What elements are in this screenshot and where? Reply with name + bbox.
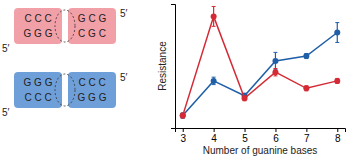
series-line <box>183 16 338 115</box>
base-sequence: G G G <box>78 92 107 103</box>
error-bar <box>212 77 216 84</box>
tick-mark <box>214 128 215 132</box>
axis-line <box>171 5 176 129</box>
base-sequence: G C G <box>78 13 107 24</box>
tick-label: 8 <box>335 133 341 144</box>
error-bar <box>181 113 185 118</box>
end-label: 5′ <box>120 8 128 19</box>
base-sequence: C C C <box>24 92 51 103</box>
duplex: C C C G C G G G G C G C 5′ 5′ <box>2 8 128 54</box>
end-label: 5′ <box>2 107 10 118</box>
x-axis-title: Number of guanine bases <box>203 145 318 156</box>
tick: 4 <box>211 128 217 144</box>
junction-marker <box>55 74 75 106</box>
error-bar <box>181 113 185 118</box>
junction-marker <box>55 10 75 42</box>
tick: 3 <box>180 128 186 144</box>
tick-mark <box>275 128 276 132</box>
data-point <box>180 113 186 119</box>
data-point <box>180 113 186 119</box>
error-bar-cap <box>212 26 216 27</box>
tick-mark <box>337 128 338 132</box>
duplex: G G G C C C C C C G G G 5′ 5′ <box>2 72 128 118</box>
tick: 5 <box>242 128 248 144</box>
error-bar <box>212 6 216 26</box>
axis-line <box>176 129 346 133</box>
base-sequence: C C C <box>24 13 51 24</box>
plot-area <box>180 6 341 118</box>
tick-mark <box>183 128 184 132</box>
error-bar <box>335 78 339 83</box>
data-point <box>242 95 248 101</box>
data-point <box>272 69 278 75</box>
data-point <box>211 13 217 19</box>
data-point <box>334 30 340 36</box>
data-point <box>272 58 278 64</box>
error-bar-cap <box>273 75 277 76</box>
x-axis: 3 4 5 6 7 8 <box>176 128 346 144</box>
tick-label: 5 <box>242 133 248 144</box>
error-bar-cap <box>273 52 277 53</box>
error-bar <box>304 54 308 59</box>
tick-label: 7 <box>304 133 310 144</box>
figure: C C CG C GG G GC G C5′5′G G GC C CC C CG… <box>0 0 350 158</box>
error-bar-cap <box>212 6 216 7</box>
y-axis <box>171 5 176 129</box>
error-bar-cap <box>212 84 216 85</box>
error-bar <box>304 86 308 91</box>
tick-label: 3 <box>180 133 186 144</box>
error-bar <box>273 52 277 69</box>
error-bar <box>335 23 339 43</box>
error-bar <box>243 96 247 101</box>
error-bar-cap <box>335 42 339 43</box>
tick: 6 <box>273 128 279 144</box>
base-sequence: G G G <box>24 28 53 39</box>
error-bar-cap <box>335 22 339 23</box>
error-bar-cap <box>273 68 277 69</box>
base-sequence: C G C <box>78 28 106 39</box>
tick-mark <box>245 128 246 132</box>
base-sequence: C C C <box>78 77 105 88</box>
tick: 8 <box>335 128 341 144</box>
end-label: 5′ <box>2 43 10 54</box>
error-bar <box>273 68 277 75</box>
data-point <box>303 53 309 59</box>
tick-label: 6 <box>273 133 279 144</box>
tick-label: 4 <box>211 133 217 144</box>
series-line <box>183 33 338 116</box>
tick: 7 <box>304 128 310 144</box>
tick-mark <box>306 128 307 132</box>
data-point <box>211 78 217 84</box>
data-point <box>334 78 340 84</box>
end-label: 5′ <box>120 72 128 83</box>
duplex-diagrams: C C CG C GG G GC G C5′5′G G GC C CC C CG… <box>2 8 128 118</box>
error-bar-cap <box>212 77 216 78</box>
y-axis-title: Resistance <box>157 41 168 91</box>
data-point <box>303 85 309 91</box>
base-sequence: G G G <box>24 77 53 88</box>
